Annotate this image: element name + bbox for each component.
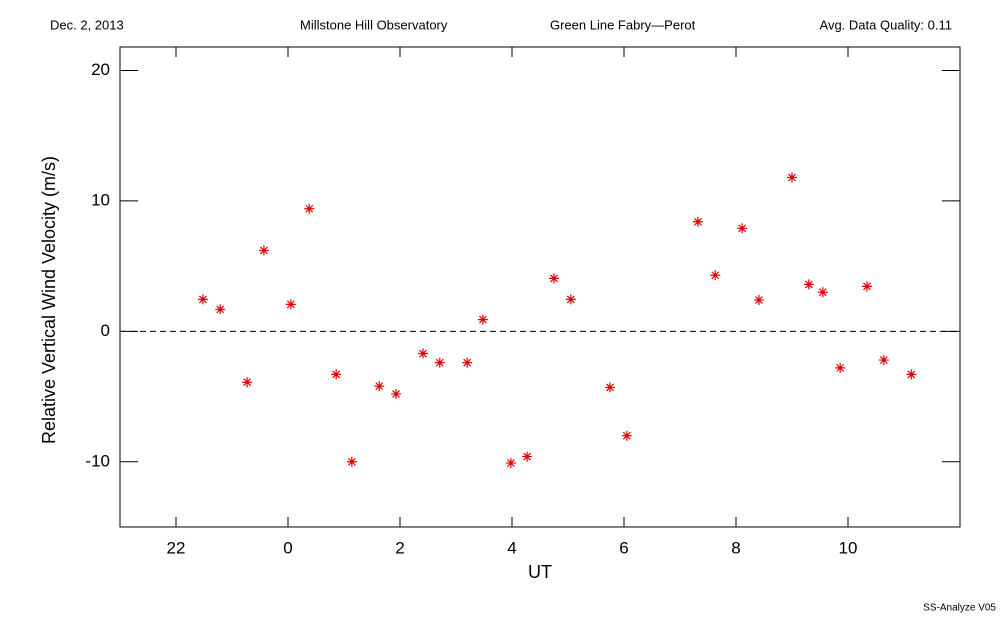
- data-point: [753, 295, 764, 306]
- instrument: Green Line Fabry—Perot: [550, 17, 696, 32]
- y-tick-label: -10: [85, 451, 110, 470]
- observatory: Millstone Hill Observatory: [300, 17, 448, 32]
- x-axis-label: UT: [528, 562, 552, 582]
- data-point: [862, 281, 873, 292]
- data-point: [304, 203, 315, 214]
- data-point: [258, 245, 269, 256]
- data-point: [621, 430, 632, 441]
- x-tick-label: 2: [395, 538, 404, 557]
- footer: SS-Analyze V05: [923, 603, 996, 614]
- date: Dec. 2, 2013: [50, 17, 124, 32]
- data-point: [605, 382, 615, 393]
- data-point: [737, 223, 748, 234]
- x-tick-label: 0: [283, 538, 292, 557]
- x-tick-label: 8: [731, 538, 740, 557]
- data-point: [346, 456, 357, 467]
- data-point: [565, 294, 576, 305]
- data-point: [285, 299, 296, 310]
- data-point: [215, 304, 226, 315]
- data-point: [242, 377, 253, 388]
- data-point: [374, 381, 385, 392]
- x-tick-label: 6: [619, 538, 628, 557]
- data-point: [906, 369, 917, 380]
- data-point: [417, 348, 428, 359]
- y-tick-label: 0: [101, 321, 110, 340]
- x-tick-label: 4: [507, 538, 516, 557]
- x-tick-label: 10: [839, 538, 858, 557]
- data-point: [391, 388, 402, 399]
- data-point: [817, 287, 828, 298]
- data-point: [331, 369, 342, 380]
- data-point: [522, 451, 533, 462]
- data-point: [462, 357, 473, 368]
- x-tick-label: 22: [167, 538, 186, 557]
- data-point: [835, 362, 846, 373]
- quality: Avg. Data Quality: 0.11: [820, 17, 952, 32]
- data-point: [505, 458, 516, 469]
- data-point: [477, 314, 488, 325]
- data-point: [434, 357, 445, 368]
- data-point: [692, 216, 703, 227]
- y-axis-label: Relative Vertical Wind Velocity (m/s): [39, 156, 59, 444]
- y-tick-label: 10: [91, 190, 110, 209]
- plot-frame: [119, 46, 961, 528]
- data-point: [878, 355, 889, 366]
- data-point: [710, 270, 721, 281]
- data-point: [787, 172, 797, 183]
- data-point: [549, 273, 559, 284]
- y-tick-label: 20: [91, 60, 110, 79]
- data-point: [803, 279, 814, 290]
- data-point: [197, 294, 208, 305]
